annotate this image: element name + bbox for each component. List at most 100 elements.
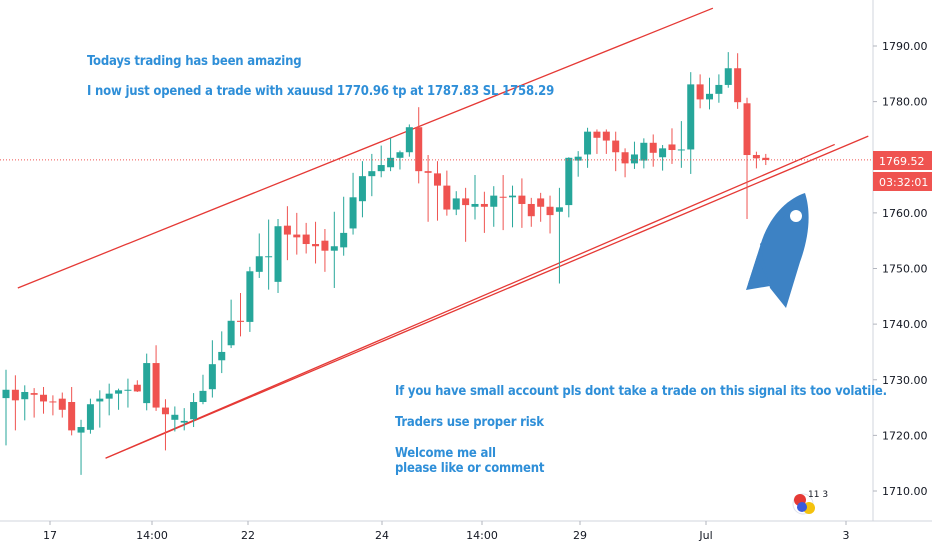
y-tick-label: 1710.00 <box>882 485 928 498</box>
candle <box>190 393 198 428</box>
candle-body <box>537 198 545 207</box>
candle <box>509 185 517 228</box>
candle <box>246 266 254 332</box>
candle-body <box>246 271 254 322</box>
candle-body <box>2 389 10 399</box>
candle <box>443 170 451 216</box>
candle-body <box>255 256 263 272</box>
candle-body <box>424 171 432 173</box>
candle <box>218 331 226 374</box>
candle <box>30 388 38 418</box>
candle <box>565 157 573 218</box>
candle-body <box>593 131 601 138</box>
candle-body <box>527 203 535 217</box>
candle <box>49 395 57 416</box>
candle-body <box>321 240 329 251</box>
candle <box>630 141 638 169</box>
candle-body <box>696 84 704 100</box>
candle-body <box>687 84 695 150</box>
candle <box>133 380 141 392</box>
candle <box>612 131 620 172</box>
candle <box>199 374 207 405</box>
candle-body <box>734 68 742 103</box>
x-tick-label: 14:00 <box>136 529 168 542</box>
rocket-icon <box>746 193 809 308</box>
x-tick-label: 22 <box>241 529 255 542</box>
candle <box>152 345 160 411</box>
candle-body <box>377 165 385 172</box>
candle <box>105 383 113 416</box>
candle-body <box>274 226 282 282</box>
candle <box>387 138 395 172</box>
candle-body <box>574 156 582 161</box>
candle-body <box>518 195 526 204</box>
candle-body <box>621 152 629 164</box>
candle-body <box>396 152 404 158</box>
candle <box>415 107 423 184</box>
trendline <box>17 7 714 289</box>
candle-body <box>387 157 395 168</box>
candle-body <box>677 149 685 151</box>
candle <box>161 399 169 451</box>
flag-badge-icon[interactable]: 11 3 <box>792 490 828 515</box>
x-tick-label: 3 <box>843 529 850 542</box>
candle-body <box>555 207 563 212</box>
candle-body <box>115 390 123 394</box>
annotation-line4: Traders use proper risk <box>395 415 544 430</box>
candle-body <box>124 389 132 391</box>
candle-body <box>171 414 179 420</box>
candle <box>368 153 376 197</box>
candle <box>180 408 188 431</box>
candle-body <box>161 407 169 415</box>
candle-body <box>715 84 723 94</box>
annotation-line2: I now just opened a trade with xauusd 17… <box>87 84 555 99</box>
candle-body <box>77 427 85 433</box>
candle-body <box>724 68 732 85</box>
candle <box>208 340 216 398</box>
candle-body <box>237 320 244 322</box>
candle-body <box>58 398 66 410</box>
candle <box>424 155 432 222</box>
candle-body <box>584 131 592 155</box>
candle <box>462 187 470 242</box>
candle <box>77 419 85 475</box>
candle-body <box>368 171 376 177</box>
candle-body <box>133 384 141 392</box>
candle-body <box>565 157 573 206</box>
candle <box>452 191 460 216</box>
candle <box>349 172 357 235</box>
candle <box>640 138 648 169</box>
candle <box>546 195 554 234</box>
candle-body <box>283 225 291 235</box>
candle-body <box>21 391 29 400</box>
candle <box>227 299 235 349</box>
candle <box>11 375 19 431</box>
candle-body <box>490 195 498 207</box>
candle-body <box>415 127 423 172</box>
candle <box>480 191 488 233</box>
candle-body <box>743 103 751 156</box>
time-axis[interactable]: 17 14:00 22 24 14:00 29 Jul 3 <box>43 521 850 542</box>
candle <box>490 186 498 227</box>
y-tick-label: 1750.00 <box>882 263 928 276</box>
candle <box>312 221 320 264</box>
y-tick-label: 1790.00 <box>882 40 928 53</box>
candle-body <box>265 256 273 258</box>
candle <box>555 187 563 284</box>
candle-body <box>105 393 113 399</box>
candle-body <box>612 140 620 153</box>
candle-body <box>452 198 460 210</box>
price-axis[interactable]: 1790.001780.001770.001760.001750.001740.… <box>873 40 928 498</box>
candle <box>2 369 10 446</box>
candle <box>527 197 535 227</box>
candle-body <box>358 176 366 202</box>
candle <box>96 390 104 428</box>
candle <box>677 121 685 168</box>
candle-body <box>659 148 667 158</box>
y-tick-label: 1760.00 <box>882 207 928 220</box>
candle <box>255 233 263 278</box>
candle-body <box>96 398 104 402</box>
candle <box>115 388 123 410</box>
